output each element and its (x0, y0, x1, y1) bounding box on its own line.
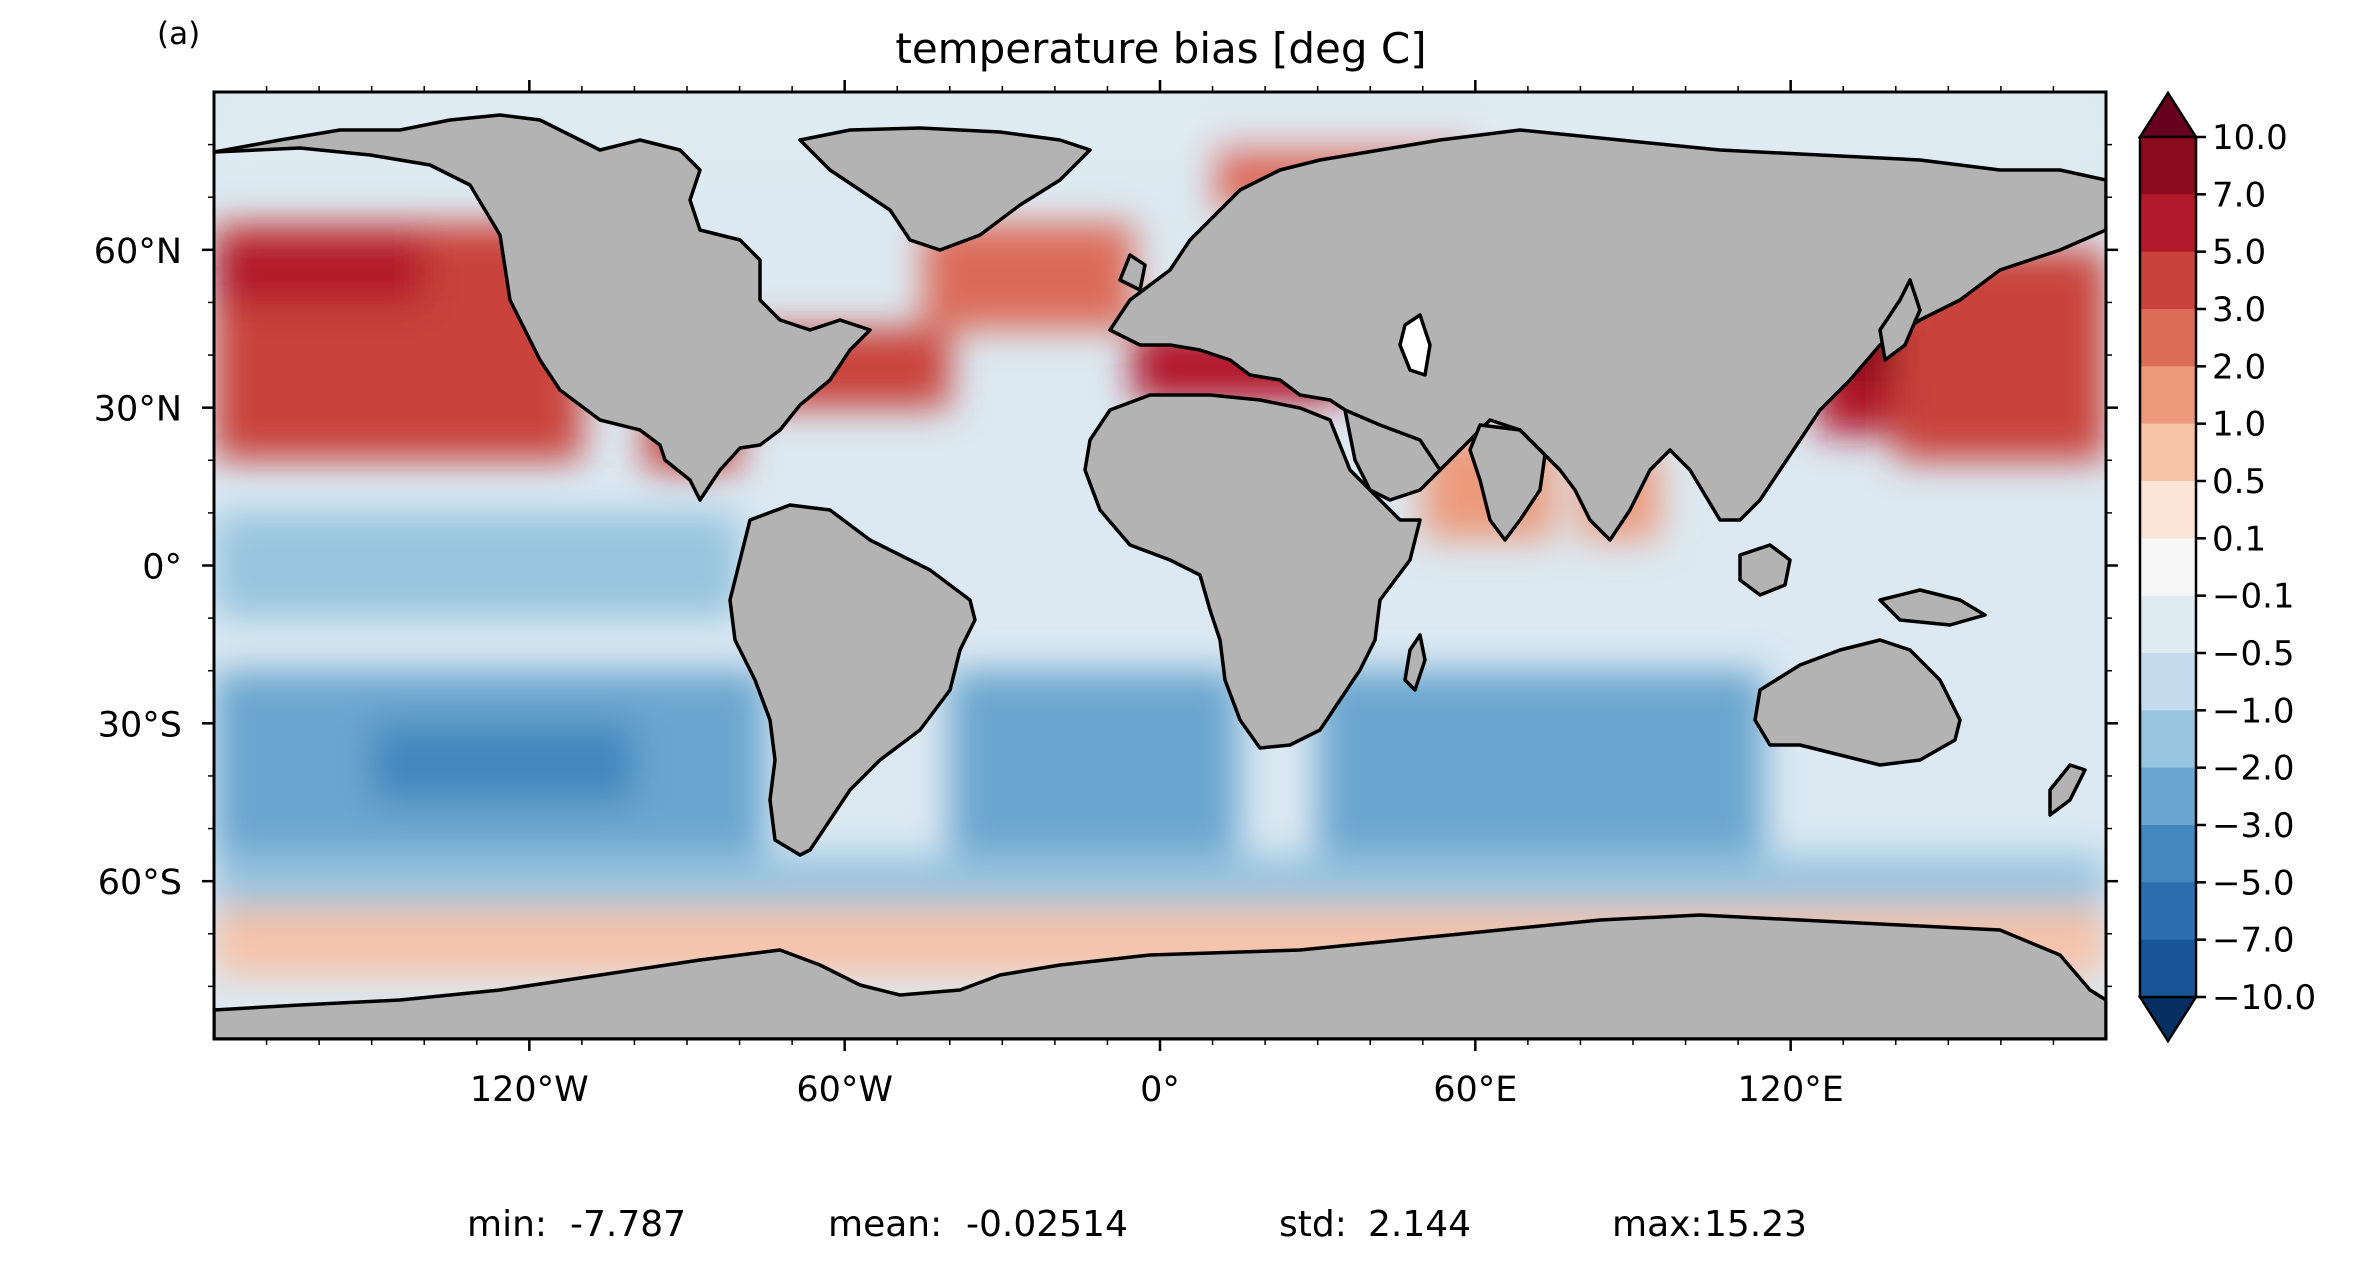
india-land (1468, 423, 1547, 542)
x-tick-label: 0° (1140, 1070, 1180, 1110)
colorbar-bin (2140, 595, 2196, 654)
x-tick-label: 60°E (1433, 1070, 1517, 1110)
uk-land (1118, 253, 1147, 292)
colorbar-bin (2140, 538, 2196, 597)
colorbar-bin (2140, 825, 2196, 883)
colorbar-extend-max (2137, 90, 2199, 139)
colorbar-extend-min (2137, 995, 2199, 1044)
greenland-land (798, 126, 1092, 252)
colorbar-bin (2140, 366, 2196, 425)
colorbar-bin (2140, 194, 2196, 253)
colorbar-label: 5.0 (2212, 233, 2266, 273)
y-tick-label: 30°N (94, 390, 182, 430)
colorbar-label: 10.0 (2212, 118, 2288, 158)
colorbar-label: 1.0 (2212, 405, 2266, 445)
colorbar-label: −10.0 (2212, 978, 2316, 1018)
madagascar-land (1403, 633, 1427, 692)
colorbar-bin (2140, 137, 2196, 195)
colorbar-label: 2.0 (2212, 347, 2266, 387)
stat-min-value: -7.787 (570, 1204, 686, 1245)
stat-std-label: std: (1279, 1204, 1347, 1245)
colorbar-label: −5.0 (2212, 863, 2295, 903)
chart-title: temperature bias [deg C] (895, 24, 1426, 73)
colorbar-label: 3.0 (2212, 290, 2266, 330)
axis-ticks: 120°W 60°W 0° 60°E 120°E 60°N 30°N 0° 30°S 60°S (94, 80, 2118, 1110)
panel-label: (a) (157, 16, 200, 52)
ocean-region-southern-ocean (214, 854, 2106, 908)
stat-max-label: max: (1612, 1204, 1703, 1245)
colorbar-label: −7.0 (2212, 921, 2295, 961)
new-zealand-land (2048, 763, 2087, 817)
ocean-region-south-indian (1317, 670, 1765, 855)
colorbar: 10.0 7.0 5.0 3.0 2.0 1.0 0.5 0.1 −0.1 −0.5 −1.0 −2.… (2137, 90, 2316, 1044)
japan-land (1878, 278, 1922, 362)
new-guinea-land (1878, 588, 1987, 627)
antarctica-land (214, 913, 2106, 1039)
y-tick-label: 30°S (98, 705, 182, 745)
australia-land (1753, 638, 1962, 767)
colorbar-label: −3.0 (2212, 806, 2295, 846)
stat-mean-label: mean: (828, 1204, 942, 1245)
colorbar-label: 7.0 (2212, 175, 2266, 215)
caspian-sea (1398, 313, 1432, 377)
land-layer (214, 113, 2106, 1039)
colorbar-label: 0.1 (2212, 519, 2266, 559)
y-tick-label: 0° (142, 548, 182, 588)
colorbar-bin (2140, 423, 2196, 482)
colorbar-bin (2140, 767, 2196, 826)
colorbar-frame (2138, 135, 2198, 999)
ocean-region-northeast-pacific-coast (214, 239, 425, 303)
colorbar-bin (2140, 710, 2196, 769)
stat-max-value: 15.23 (1704, 1204, 1807, 1245)
colorbar-label: −1.0 (2212, 691, 2295, 731)
ocean-region-south-atlantic (949, 670, 1239, 855)
colorbar-bin (2140, 939, 2196, 998)
y-tick-label: 60°S (98, 863, 182, 903)
stat-std-value: 2.144 (1368, 1204, 1471, 1245)
ocean-region-tropical-east-pacific (214, 512, 740, 619)
stat-mean-value: -0.02514 (966, 1204, 1128, 1245)
colorbar-bin (2140, 309, 2196, 367)
colorbar-label: −0.1 (2212, 577, 2295, 617)
colorbar-bin (2140, 653, 2196, 711)
x-tick-label: 120°E (1737, 1070, 1843, 1110)
arabia-land (1343, 408, 1442, 502)
y-tick-label: 60°N (94, 232, 182, 272)
stats-line: min: -7.787 mean: -0.02514 std: 2.144 ma… (467, 1204, 1807, 1245)
colorbar-label: −2.0 (2212, 749, 2295, 789)
africa-land (1083, 393, 1422, 750)
colorbar-bin (2140, 481, 2196, 539)
x-tick-label: 120°W (470, 1070, 589, 1110)
colorbar-bin (2140, 251, 2196, 310)
ocean-region-southeast-pacific-core (371, 723, 635, 803)
colorbar-label: −0.5 (2212, 634, 2295, 674)
stat-min-label: min: (467, 1204, 547, 1245)
colorbar-bin (2140, 882, 2196, 941)
x-tick-label: 60°W (796, 1070, 893, 1110)
south-america-land (728, 503, 977, 857)
north-america-land (214, 113, 872, 502)
borneo-land (1738, 543, 1792, 597)
map-plot-area (214, 92, 2106, 1039)
colorbar-label: 0.5 (2212, 462, 2266, 502)
